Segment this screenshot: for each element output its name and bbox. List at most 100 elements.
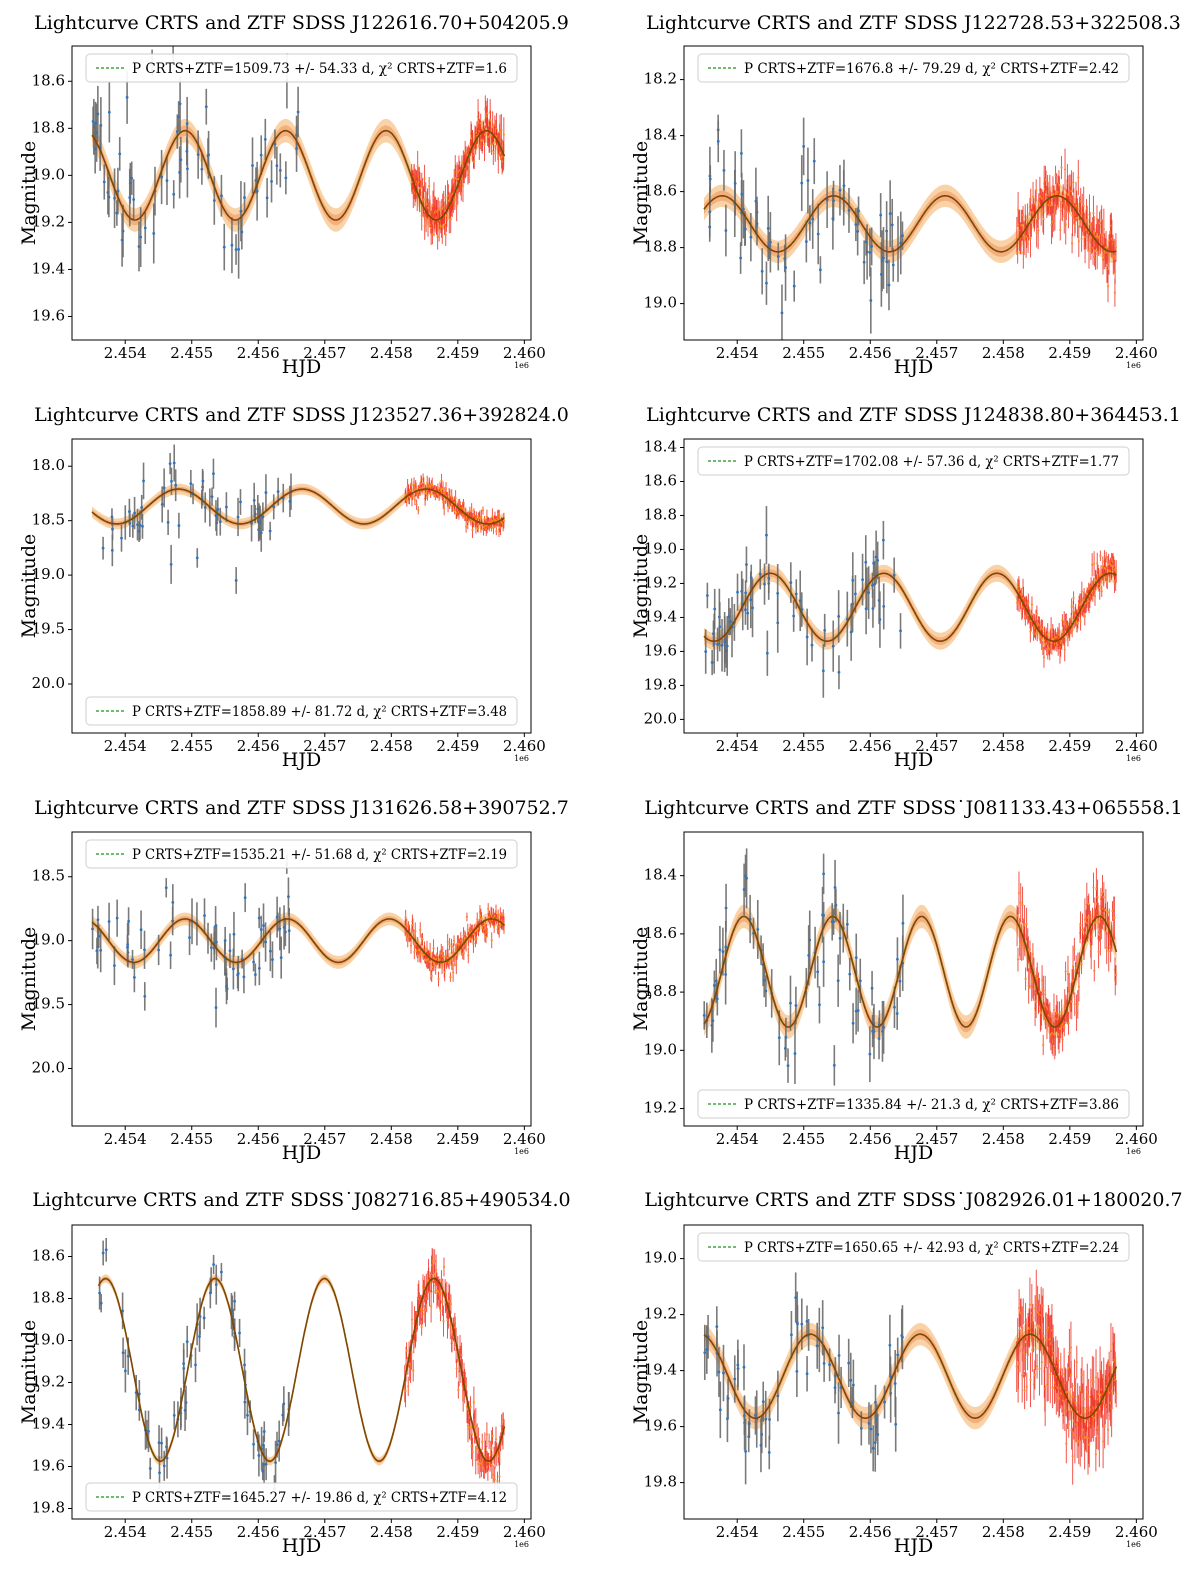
crts-point [793,1052,797,1055]
crts-point [710,661,714,664]
crts-point [246,1413,249,1417]
crts-point [127,510,131,514]
crts-point [742,1414,746,1418]
crts-point [794,592,798,596]
ztf-point [1016,958,1020,961]
axes-frame [71,45,532,341]
ztf-point [1066,193,1070,196]
crts-point [158,1471,161,1475]
crts-point [881,538,885,542]
ztf-point [465,915,469,919]
crts-point [832,1063,836,1067]
crts-point [742,1365,746,1369]
crts-point [888,212,892,216]
ztf-point [451,971,455,974]
crts-point [243,896,247,900]
ztf-point [1023,1351,1026,1354]
legend-box [697,53,1130,83]
ztf-point [480,515,483,518]
crts-point [889,1375,892,1378]
crts-point [126,945,129,949]
axes-frame [71,438,532,734]
legend-box [697,446,1130,476]
crts-point [892,573,896,577]
crts-point [837,1411,840,1415]
crts-point [139,235,143,239]
ztf-point [492,525,495,529]
crts-point [228,949,232,953]
ztf-point [437,977,440,981]
ztf-point [1093,594,1097,598]
crts-point [874,1400,877,1404]
ztf-point [1058,633,1061,636]
crts-point [714,979,718,983]
ztf-point [498,130,502,133]
ztf-point [1064,970,1067,973]
ztf-point [423,224,426,227]
ztf-point [425,1297,428,1300]
ztf-point [502,519,505,522]
ztf-point [1077,240,1080,243]
ztf-point [469,1426,472,1429]
crts-point [873,582,877,586]
crts-point [822,872,826,876]
crts-point [792,614,796,618]
crts-point [132,198,136,201]
crts-point [97,934,101,938]
ztf-point [1035,1296,1038,1300]
crts-point [214,1006,218,1010]
ztf-point [443,507,446,510]
y-tick-label: 19.8 [644,1473,677,1491]
ztf-point [1063,215,1066,218]
ztf-point [1041,646,1044,650]
ztf-point [405,499,408,502]
ztf-point [446,505,450,508]
crts-point [210,495,214,499]
crts-point [110,515,114,519]
crts-point [276,490,280,494]
ztf-point [1080,237,1083,240]
y-tick-label: 19.0 [32,165,65,183]
ztf-point [419,186,422,190]
ztf-point [1044,1404,1047,1407]
ztf-point [1104,908,1107,912]
crts-point [851,578,855,582]
ztf-point [1106,911,1109,914]
crts-point [871,583,874,587]
ztf-point [1092,1380,1095,1383]
x-tick-label: 2.454 [716,737,759,755]
ztf-point [1028,948,1032,951]
x-tick-label: 2.458 [370,344,413,362]
ztf-point [1113,916,1116,920]
ztf-point [433,1272,436,1276]
ztf-point [1031,1316,1034,1319]
crts-point [864,560,868,564]
ztf-point [490,526,493,529]
ztf-point [495,135,498,138]
legend-box [697,1089,1130,1119]
plot-area [703,506,1118,698]
ztf-point [1030,221,1033,224]
ztf-point [413,950,416,954]
crts-point [189,482,193,486]
x-tick-label: 2.455 [782,737,825,755]
ztf-point [422,486,426,489]
y-tick-label: 18.8 [32,118,65,136]
ztf-point [422,198,425,201]
ztf-point [1047,1376,1050,1379]
ztf-point [1077,1440,1080,1443]
plot-area [91,444,505,594]
model-inner-band [704,190,1117,257]
ztf-point [424,1308,427,1311]
crts-point [278,927,282,931]
crts-point [157,1441,161,1445]
ztf-point [421,938,424,941]
crts-point [234,248,238,251]
lightcurve-panel: Lightcurve CRTS and ZTF SDSS˙J081133.43+… [630,797,1183,1164]
ztf-point [1076,1003,1079,1006]
ztf-point [1067,1423,1070,1426]
ztf-point [449,1323,452,1327]
y-tick-label: 20.0 [644,709,677,727]
crts-point [230,243,234,247]
y-tick-label: 19.0 [32,565,65,583]
